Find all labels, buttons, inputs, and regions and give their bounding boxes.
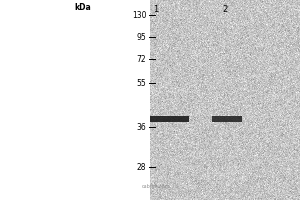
Text: 55: 55 — [137, 78, 146, 88]
Bar — [212, 116, 242, 122]
Text: 130: 130 — [132, 10, 146, 20]
Bar — [150, 116, 189, 122]
Text: kDa: kDa — [75, 3, 92, 12]
Text: 2: 2 — [222, 5, 228, 14]
Text: 72: 72 — [137, 54, 146, 64]
Text: 95: 95 — [137, 32, 146, 42]
Text: 28: 28 — [137, 162, 146, 171]
Text: 1: 1 — [153, 5, 159, 14]
Text: cabtch.com: cabtch.com — [142, 184, 170, 190]
Text: 36: 36 — [137, 122, 146, 132]
